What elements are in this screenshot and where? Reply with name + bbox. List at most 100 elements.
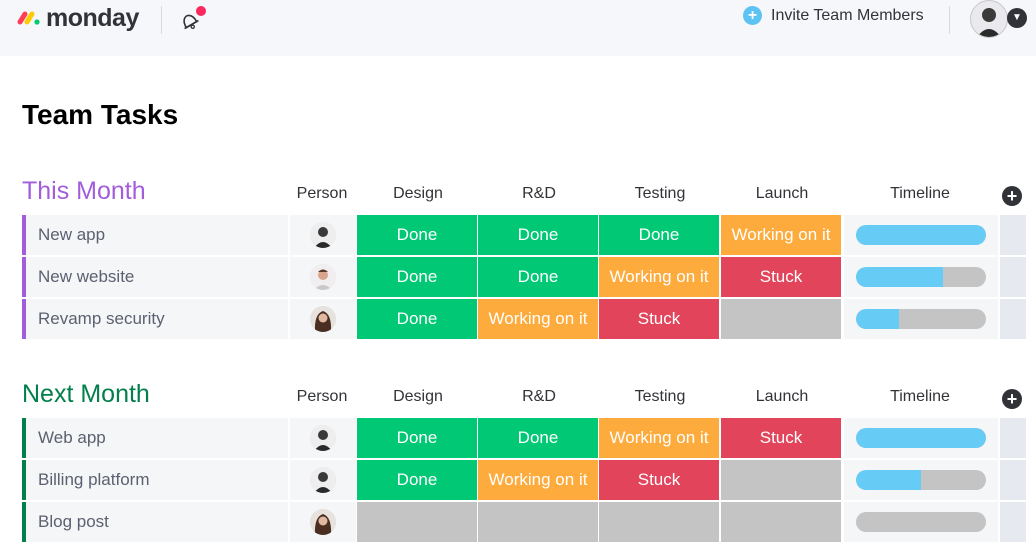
table-row: Billing platform Done Working on it Stuck <box>22 460 1032 500</box>
status-cell-testing[interactable]: Done <box>599 215 719 255</box>
item-name[interactable]: New website <box>26 257 288 297</box>
timeline-progress <box>856 225 986 245</box>
table-row: Web app Done Done Working on it Stuck <box>22 418 1032 458</box>
column-header-launch[interactable]: Launch <box>755 388 809 405</box>
status-cell-launch[interactable]: Working on it <box>721 215 841 255</box>
person-cell[interactable] <box>290 502 356 542</box>
toolbar-divider <box>161 6 162 34</box>
status-cell-testing[interactable]: Stuck <box>599 460 719 500</box>
timeline-bar[interactable] <box>856 428 986 448</box>
status-cell-design[interactable]: Done <box>357 215 477 255</box>
timeline-cell[interactable] <box>844 460 998 500</box>
invite-label: Invite Team Members <box>771 6 924 24</box>
status-cell-design[interactable]: Done <box>357 460 477 500</box>
status-cell-launch[interactable] <box>721 460 841 500</box>
timeline-bar[interactable] <box>856 470 986 490</box>
status-cell-design[interactable]: Done <box>357 257 477 297</box>
column-header-design[interactable]: Design <box>393 185 443 202</box>
person-avatar[interactable] <box>310 467 336 493</box>
table-row: Blog post <box>22 502 1032 542</box>
item-name[interactable]: Web app <box>26 418 288 458</box>
timeline-progress <box>856 309 899 329</box>
column-header-testing[interactable]: Testing <box>634 185 686 202</box>
timeline-progress <box>856 428 986 448</box>
monday-logo[interactable]: monday <box>17 4 139 32</box>
column-header-person[interactable]: Person <box>296 185 348 202</box>
column-header-launch[interactable]: Launch <box>755 185 809 202</box>
user-avatar[interactable] <box>970 0 1008 38</box>
status-cell-launch[interactable] <box>721 299 841 339</box>
person-cell[interactable] <box>290 299 356 339</box>
status-cell-testing[interactable]: Stuck <box>599 299 719 339</box>
column-header-rd[interactable]: R&D <box>522 185 556 202</box>
item-name[interactable]: Blog post <box>26 502 288 542</box>
timeline-cell[interactable] <box>844 418 998 458</box>
person-cell[interactable] <box>290 418 356 458</box>
group-color-bar <box>22 502 26 542</box>
notifications-bell-icon[interactable] <box>178 6 206 32</box>
status-cell-launch[interactable] <box>721 502 841 542</box>
person-avatar[interactable] <box>310 264 336 290</box>
group-color-bar <box>22 418 26 458</box>
chevron-down-icon[interactable]: ▼ <box>1007 8 1027 28</box>
column-header-testing[interactable]: Testing <box>634 388 686 405</box>
group-title[interactable]: This Month <box>22 177 146 205</box>
item-name[interactable]: Revamp security <box>26 299 288 339</box>
group-header: Next Month Person Design R&D Testing Launch Ti… <box>22 378 1032 418</box>
item-name[interactable]: Billing platform <box>26 460 288 500</box>
column-header-design[interactable]: Design <box>393 388 443 405</box>
timeline-progress <box>856 470 921 490</box>
status-cell-testing[interactable] <box>599 502 719 542</box>
person-avatar[interactable] <box>310 306 336 332</box>
status-cell-design[interactable] <box>357 502 477 542</box>
group-title[interactable]: Next Month <box>22 380 150 408</box>
column-header-timeline[interactable]: Timeline <box>890 388 950 405</box>
person-cell[interactable] <box>290 460 356 500</box>
column-header-timeline[interactable]: Timeline <box>890 185 950 202</box>
timeline-progress <box>856 267 943 287</box>
timeline-bar[interactable] <box>856 309 986 329</box>
top-bar: monday + Invite Team Members ▼ <box>0 0 1036 56</box>
add-column-icon[interactable]: + <box>1002 389 1022 409</box>
timeline-cell[interactable] <box>844 299 998 339</box>
status-cell-launch[interactable]: Stuck <box>721 257 841 297</box>
status-cell-testing[interactable]: Working on it <box>599 418 719 458</box>
toolbar-divider <box>949 6 950 34</box>
group-color-bar <box>22 257 26 297</box>
status-cell-rnd[interactable]: Working on it <box>478 299 598 339</box>
notification-badge <box>196 6 206 16</box>
item-name[interactable]: New app <box>26 215 288 255</box>
person-cell[interactable] <box>290 215 356 255</box>
status-cell-rnd[interactable]: Done <box>478 257 598 297</box>
timeline-bar[interactable] <box>856 267 986 287</box>
timeline-bar[interactable] <box>856 512 986 532</box>
column-header-person[interactable]: Person <box>296 388 348 405</box>
column-header-rd[interactable]: R&D <box>522 388 556 405</box>
status-cell-rnd[interactable]: Working on it <box>478 460 598 500</box>
row-end-cell <box>1000 418 1026 458</box>
timeline-bar[interactable] <box>856 225 986 245</box>
row-end-cell <box>1000 502 1026 542</box>
row-end-cell <box>1000 257 1026 297</box>
invite-team-members-button[interactable]: + Invite Team Members <box>743 6 924 25</box>
person-cell[interactable] <box>290 257 356 297</box>
group-color-bar <box>22 215 26 255</box>
brand-name: monday <box>46 3 139 32</box>
status-cell-design[interactable]: Done <box>357 418 477 458</box>
row-end-cell <box>1000 215 1026 255</box>
table-row: New app Done Done Done Working on it <box>22 215 1032 255</box>
person-avatar[interactable] <box>310 425 336 451</box>
status-cell-design[interactable]: Done <box>357 299 477 339</box>
person-avatar[interactable] <box>310 222 336 248</box>
status-cell-launch[interactable]: Stuck <box>721 418 841 458</box>
status-cell-rnd[interactable]: Done <box>478 418 598 458</box>
timeline-cell[interactable] <box>844 257 998 297</box>
person-avatar[interactable] <box>310 509 336 535</box>
status-cell-rnd[interactable]: Done <box>478 215 598 255</box>
status-cell-rnd[interactable] <box>478 502 598 542</box>
add-column-icon[interactable]: + <box>1002 186 1022 206</box>
row-end-cell <box>1000 299 1026 339</box>
timeline-cell[interactable] <box>844 215 998 255</box>
status-cell-testing[interactable]: Working on it <box>599 257 719 297</box>
timeline-cell[interactable] <box>844 502 998 542</box>
